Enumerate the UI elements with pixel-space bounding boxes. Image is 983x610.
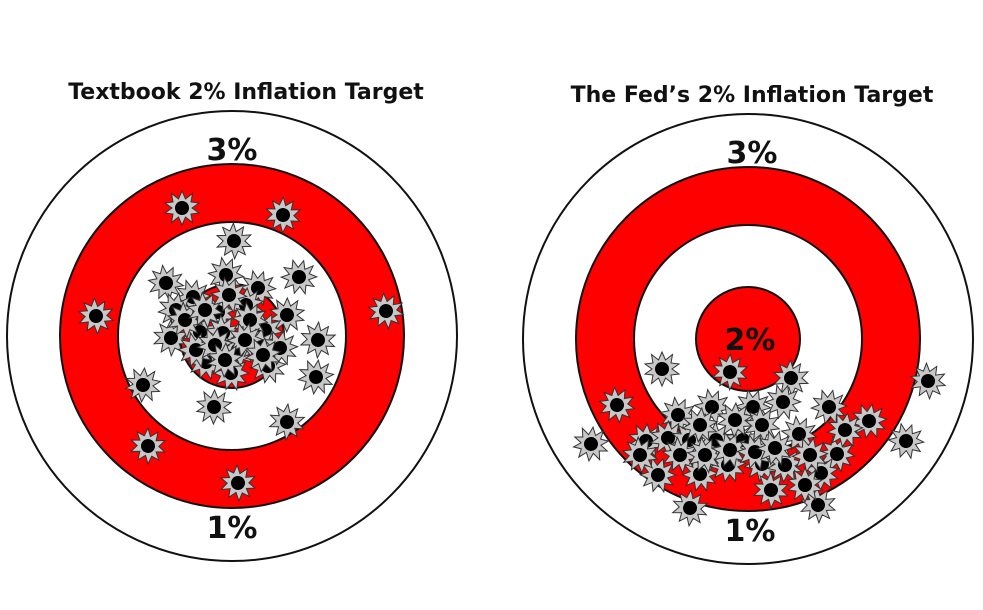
textbook-bottom-label: 1%: [207, 511, 258, 546]
fed-center-label: 2%: [725, 323, 776, 358]
fed-target: The Fed’s 2% Inflation Target 3% 2% 1%: [522, 83, 974, 565]
fed-top-label: 3%: [727, 136, 778, 171]
fed-target-title: The Fed’s 2% Inflation Target: [571, 83, 934, 108]
textbook-target-title: Textbook 2% Inflation Target: [68, 80, 424, 105]
textbook-target: Textbook 2% Inflation Target 3% 1%: [6, 80, 458, 562]
fed-bottom-label: 1%: [725, 514, 776, 549]
textbook-top-label: 3%: [207, 133, 258, 168]
